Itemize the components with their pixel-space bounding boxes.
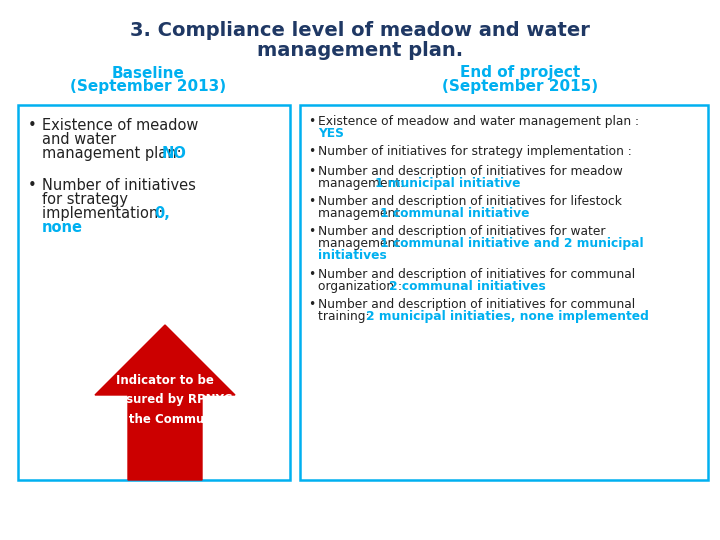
- Text: •: •: [28, 178, 37, 193]
- Text: management plan.: management plan.: [257, 40, 463, 59]
- Text: training:: training:: [318, 310, 374, 323]
- Text: Existence of meadow: Existence of meadow: [42, 118, 199, 133]
- Text: 2 municipal initiaties, none implemented: 2 municipal initiaties, none implemented: [366, 310, 649, 323]
- Text: Number and description of initiatives for lifestock: Number and description of initiatives fo…: [318, 195, 622, 208]
- Text: Number and description of initiatives for communal: Number and description of initiatives fo…: [318, 268, 635, 281]
- Text: •: •: [28, 118, 37, 133]
- Text: •: •: [308, 268, 315, 281]
- Text: initiatives: initiatives: [318, 249, 387, 262]
- Text: 1 municipal initiative: 1 municipal initiative: [375, 177, 521, 190]
- Text: for strategy: for strategy: [42, 192, 128, 207]
- Text: YES: YES: [318, 127, 344, 140]
- Text: management :: management :: [318, 237, 412, 250]
- Text: and water: and water: [42, 132, 116, 147]
- Text: 0,: 0,: [154, 206, 170, 221]
- Text: Indicator to be
measured by RPNYC
and the Community: Indicator to be measured by RPNYC and th…: [98, 375, 232, 426]
- Text: •: •: [308, 165, 315, 178]
- FancyBboxPatch shape: [300, 105, 708, 480]
- Text: Number and description of initiatives for meadow: Number and description of initiatives fo…: [318, 165, 623, 178]
- Text: End of project: End of project: [460, 65, 580, 80]
- Text: Number and description of initiatives for communal: Number and description of initiatives fo…: [318, 298, 635, 311]
- Text: (September 2015): (September 2015): [442, 79, 598, 94]
- Text: (September 2013): (September 2013): [70, 79, 226, 94]
- Text: implementation:: implementation:: [42, 206, 168, 221]
- Text: management plan:: management plan:: [42, 146, 186, 161]
- Text: NO: NO: [162, 146, 187, 161]
- Polygon shape: [95, 325, 235, 480]
- Text: Number of initiatives for strategy implementation :: Number of initiatives for strategy imple…: [318, 145, 631, 158]
- Text: 1 communal initiative and 2 municipal: 1 communal initiative and 2 municipal: [379, 237, 644, 250]
- Text: organization :: organization :: [318, 280, 406, 293]
- Text: Number of initiatives: Number of initiatives: [42, 178, 196, 193]
- FancyBboxPatch shape: [18, 105, 290, 480]
- Text: •: •: [308, 298, 315, 311]
- Text: 2 communal initiatives: 2 communal initiatives: [390, 280, 546, 293]
- Text: 1 communal initiative: 1 communal initiative: [379, 207, 529, 220]
- Text: 3. Compliance level of meadow and water: 3. Compliance level of meadow and water: [130, 21, 590, 39]
- Text: management :: management :: [318, 207, 412, 220]
- Text: management:: management:: [318, 177, 408, 190]
- Text: •: •: [308, 115, 315, 128]
- Text: Number and description of initiatives for water: Number and description of initiatives fo…: [318, 225, 606, 238]
- Text: •: •: [308, 145, 315, 158]
- Text: none: none: [42, 220, 83, 235]
- Text: •: •: [308, 195, 315, 208]
- Text: •: •: [308, 225, 315, 238]
- Text: Baseline: Baseline: [112, 65, 184, 80]
- Text: Existence of meadow and water management plan :: Existence of meadow and water management…: [318, 115, 643, 128]
